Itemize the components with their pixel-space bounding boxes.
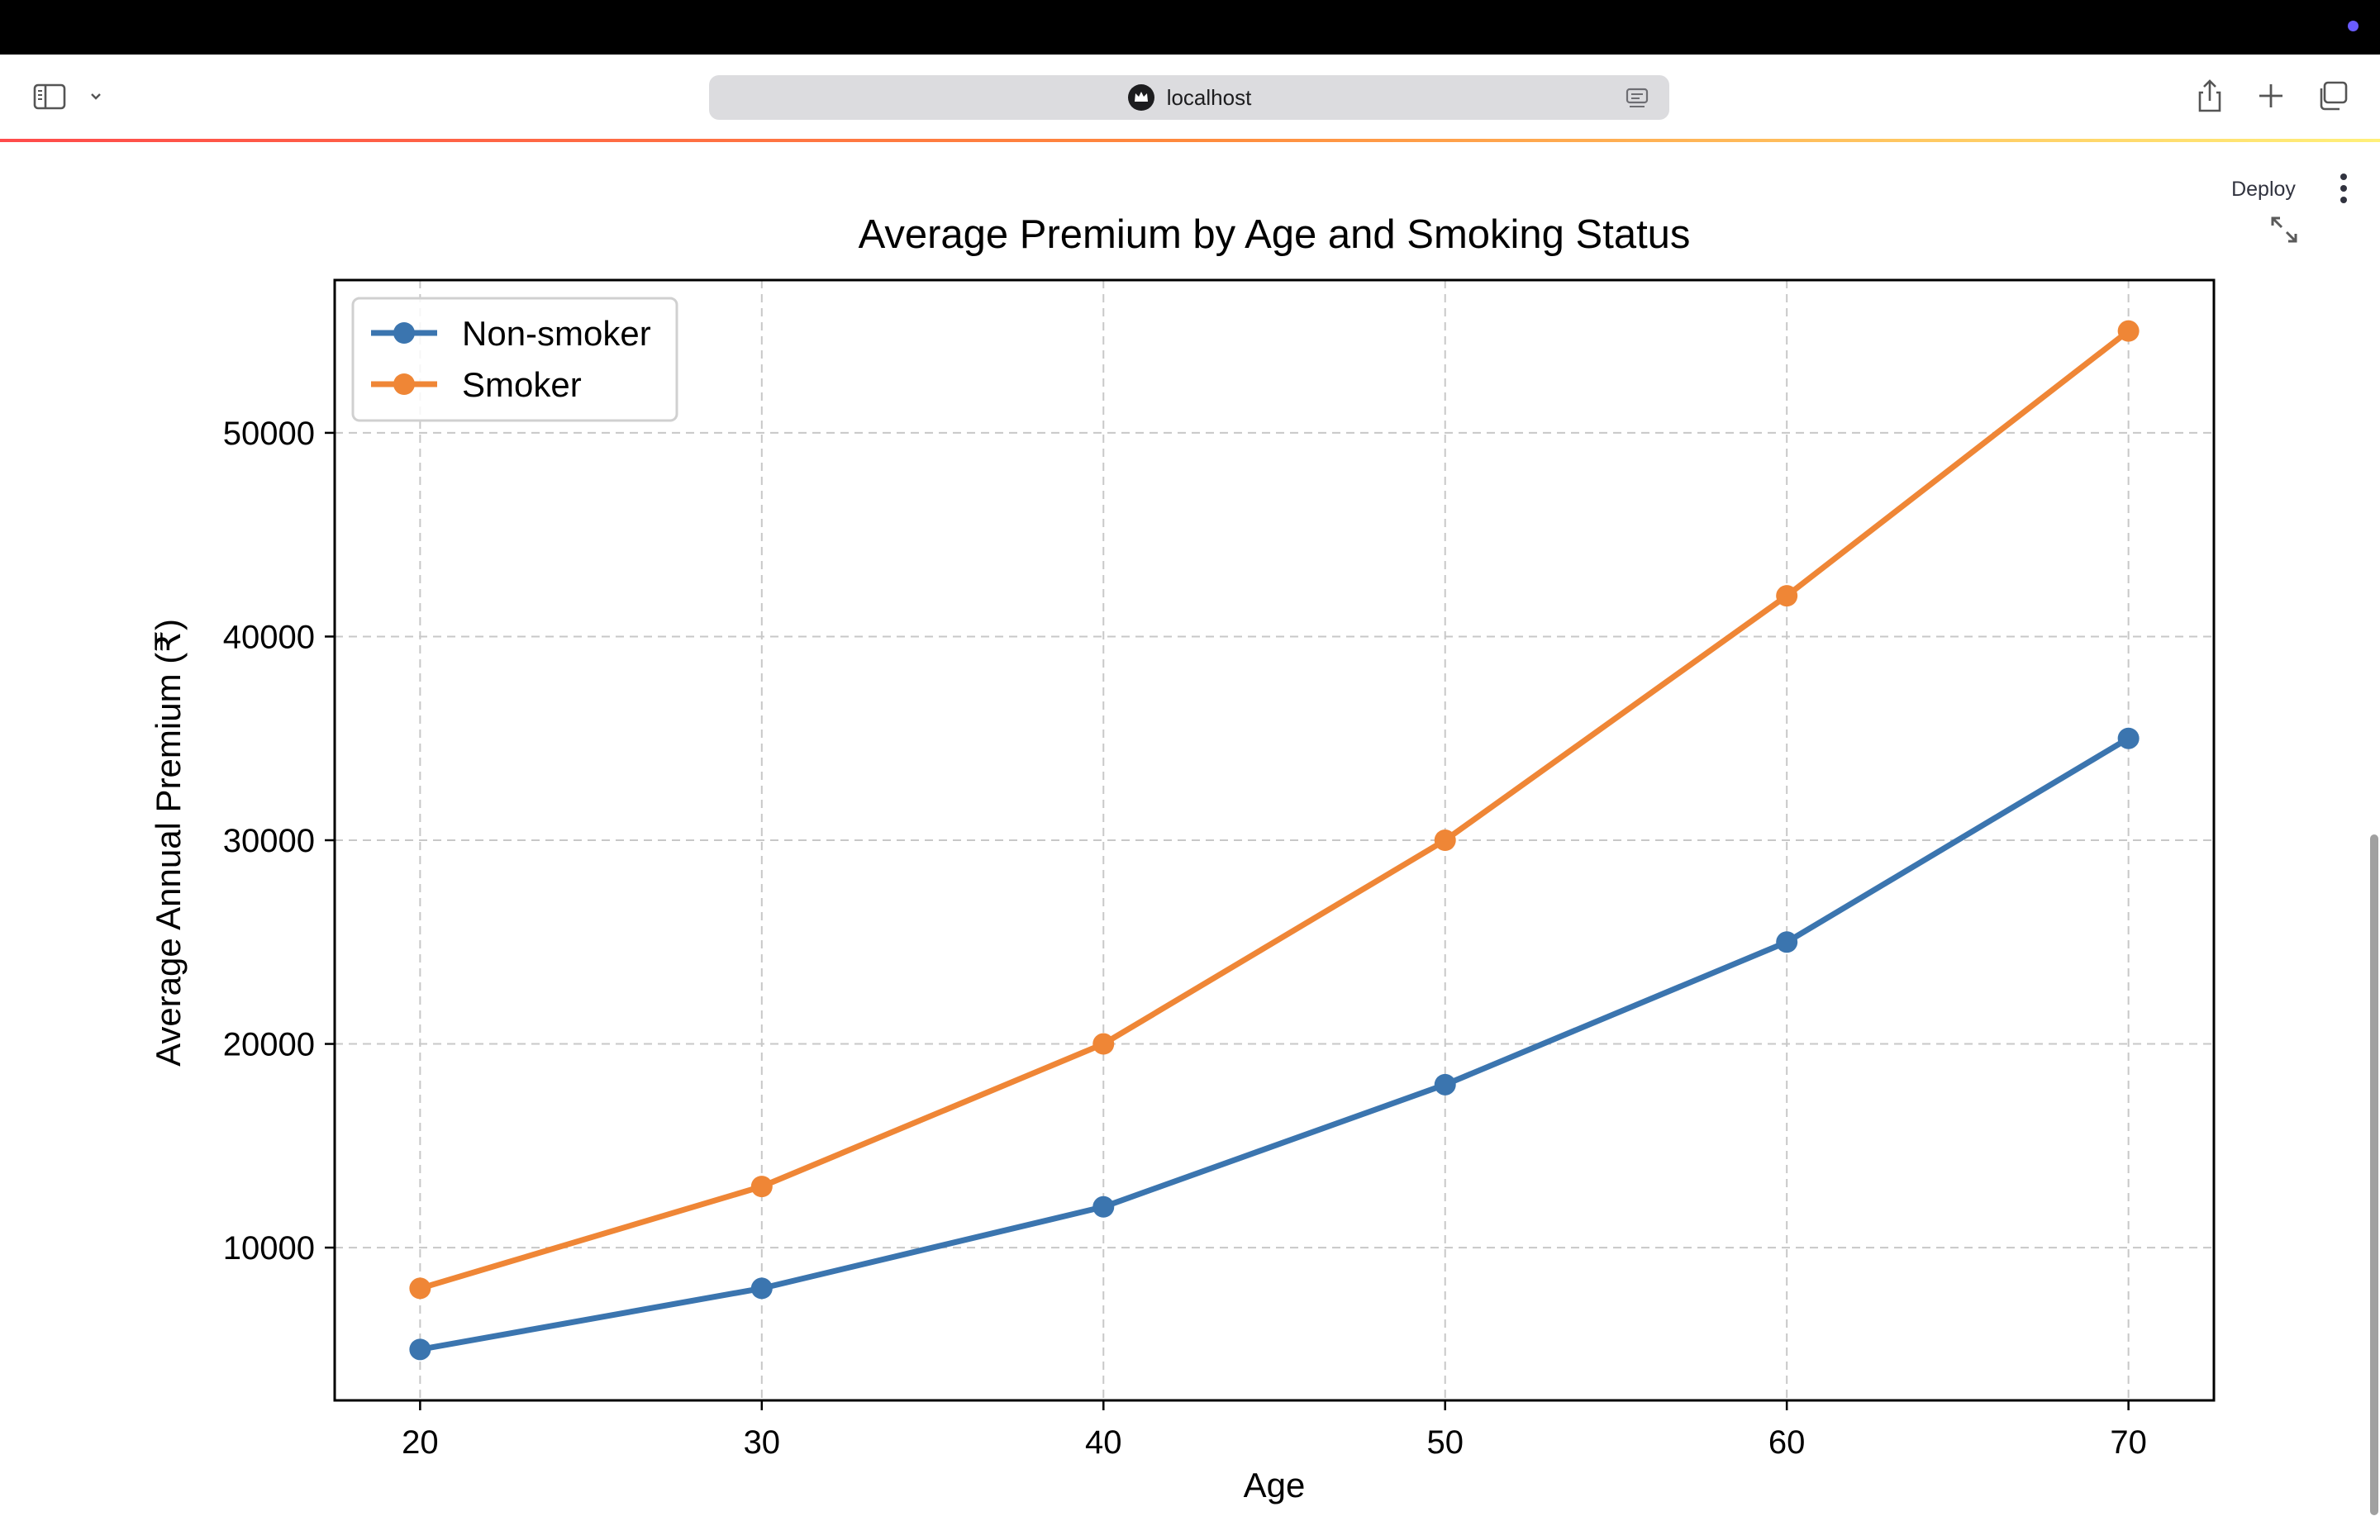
app-content: Deploy Average Premium by Age and Smokin… <box>0 142 2380 1540</box>
data-point-non-smoker <box>2117 727 2140 749</box>
legend-marker-non-smoker <box>393 322 415 344</box>
y-axis-label: Average Annual Premium (₹) <box>149 619 188 1067</box>
expand-arrows-icon[interactable] <box>2266 212 2302 248</box>
data-point-non-smoker <box>1776 931 1798 953</box>
tick-layer: 20 30 40 50 60 70 10000 20000 30000 40000 50000 <box>223 416 2147 1461</box>
legend-label-smoker: Smoker <box>462 365 582 404</box>
series-line-non-smoker <box>416 735 2132 1352</box>
y-tick-label: 30000 <box>223 823 315 859</box>
y-tick-label: 10000 <box>223 1230 315 1267</box>
legend-label-non-smoker: Non-smoker <box>462 314 651 353</box>
scrollbar-thumb[interactable] <box>2370 834 2378 1515</box>
data-point-smoker <box>1776 585 1798 607</box>
data-point-smoker <box>409 1277 431 1300</box>
y-tick-label: 50000 <box>223 416 315 452</box>
data-point-non-smoker <box>1092 1195 1115 1218</box>
system-top-bar <box>0 0 2380 55</box>
streamlit-crown-icon <box>1127 83 1155 112</box>
y-tick-label: 20000 <box>223 1027 315 1063</box>
data-point-non-smoker <box>750 1277 773 1300</box>
data-point-smoker <box>2117 320 2140 342</box>
address-text: localhost <box>1166 84 1252 110</box>
status-indicator-dot <box>2348 21 2359 31</box>
x-tick-label: 70 <box>2110 1424 2147 1461</box>
x-tick-label: 60 <box>1768 1424 1806 1461</box>
x-tick-label: 40 <box>1085 1424 1122 1461</box>
x-axis-label: Age <box>1244 1466 1306 1504</box>
series-line-smoker <box>416 328 2132 1291</box>
x-tick-label: 30 <box>744 1424 781 1461</box>
browser-toolbar: localhost <box>0 55 2380 140</box>
deploy-button[interactable]: Deploy <box>2210 169 2317 210</box>
chart-title: Average Premium by Age and Smoking Statu… <box>859 212 1691 257</box>
legend: Non-smoker Smoker <box>351 297 678 422</box>
plus-icon[interactable] <box>2253 78 2289 114</box>
address-bar[interactable]: localhost <box>709 75 1669 120</box>
y-tick-label: 40000 <box>223 619 315 655</box>
legend-marker-smoker <box>393 373 415 395</box>
x-tick-label: 20 <box>402 1424 439 1461</box>
reader-mode-icon[interactable] <box>1625 87 1649 110</box>
legend-box <box>351 297 678 422</box>
sidebar-icon[interactable] <box>33 83 66 110</box>
data-point-non-smoker <box>409 1338 431 1361</box>
chevron-down-icon[interactable] <box>88 88 104 104</box>
tab-overview-icon[interactable] <box>2314 78 2350 114</box>
data-point-smoker <box>1434 829 1456 851</box>
line-chart: Average Premium by Age and Smoking Statu… <box>149 212 2216 1504</box>
series-layer <box>409 320 2140 1361</box>
share-icon[interactable] <box>2192 78 2228 114</box>
loading-progress-line <box>0 139 2380 142</box>
x-tick-label: 50 <box>1426 1424 1464 1461</box>
vertical-ellipsis-icon[interactable] <box>2327 167 2360 210</box>
data-point-non-smoker <box>1434 1073 1456 1096</box>
data-point-smoker <box>1092 1033 1115 1055</box>
data-point-smoker <box>750 1176 773 1198</box>
